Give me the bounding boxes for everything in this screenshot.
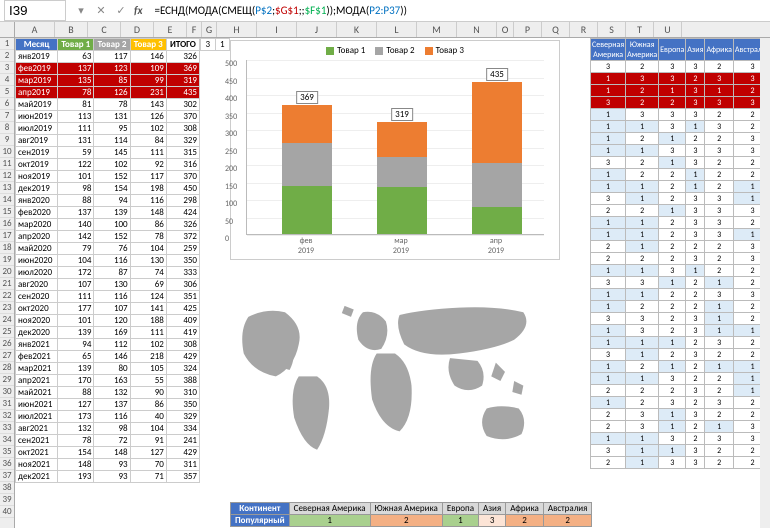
accept-icon[interactable]: ✓ bbox=[114, 4, 128, 18]
left-data-table: МесяцТовар 1Товар 2Товар 3ИТОГОянв201963… bbox=[15, 38, 200, 528]
col-header[interactable]: Q bbox=[542, 22, 570, 37]
fx-icon[interactable]: fx bbox=[134, 4, 143, 17]
cancel-icon[interactable]: ✕ bbox=[94, 4, 108, 18]
col-header[interactable]: M bbox=[417, 22, 457, 37]
vertical-scrollbar[interactable] bbox=[760, 38, 770, 528]
formula-bar: ▾ ✕ ✓ fx =ЕСНД(МОДА(СМЕЩ(P$2;$G$1;;$F$1)… bbox=[0, 0, 770, 22]
stacked-bar-chart: Товар 1Товар 2Товар 3 050100150200250300… bbox=[230, 40, 560, 260]
col-header[interactable]: E bbox=[154, 22, 187, 37]
col-header[interactable]: T bbox=[626, 22, 654, 37]
world-map bbox=[230, 266, 560, 496]
col-header[interactable]: L bbox=[377, 22, 417, 37]
chart-legend: Товар 1Товар 2Товар 3 bbox=[231, 41, 559, 60]
col-header[interactable]: G bbox=[202, 22, 217, 37]
col-header[interactable]: J bbox=[297, 22, 337, 37]
dropdown-icon[interactable]: ▾ bbox=[74, 4, 88, 18]
cell-reference-input[interactable] bbox=[4, 0, 66, 21]
col-header[interactable]: A bbox=[15, 22, 55, 37]
footer-summary-table: КонтинентСеверная АмерикаЮжная АмерикаЕв… bbox=[230, 502, 592, 526]
col-header[interactable]: I bbox=[257, 22, 297, 37]
col-header[interactable]: B bbox=[55, 22, 88, 37]
col-header[interactable]: S bbox=[598, 22, 626, 37]
col-header[interactable]: F bbox=[187, 22, 202, 37]
formula-input[interactable]: =ЕСНД(МОДА(СМЕЩ(P$2;$G$1;;$F$1));МОДА(P2… bbox=[151, 2, 766, 19]
col-header[interactable]: R bbox=[570, 22, 598, 37]
column-headers: ABCDEFGHIJKLMNOPQRSTU bbox=[0, 22, 770, 38]
col-header[interactable]: H bbox=[217, 22, 257, 37]
right-data-table: Северная АмерикаЮжная АмерикаЕвропаАзияА… bbox=[590, 38, 765, 528]
col-header[interactable]: U bbox=[654, 22, 682, 37]
row-headers: 1234567891011121314151617181920212223242… bbox=[0, 38, 15, 528]
col-header[interactable]: D bbox=[121, 22, 154, 37]
col-header[interactable]: P bbox=[514, 22, 542, 37]
col-header[interactable]: K bbox=[337, 22, 377, 37]
col-header[interactable]: C bbox=[88, 22, 121, 37]
col-header[interactable]: N bbox=[457, 22, 497, 37]
col-header[interactable]: O bbox=[497, 22, 514, 37]
